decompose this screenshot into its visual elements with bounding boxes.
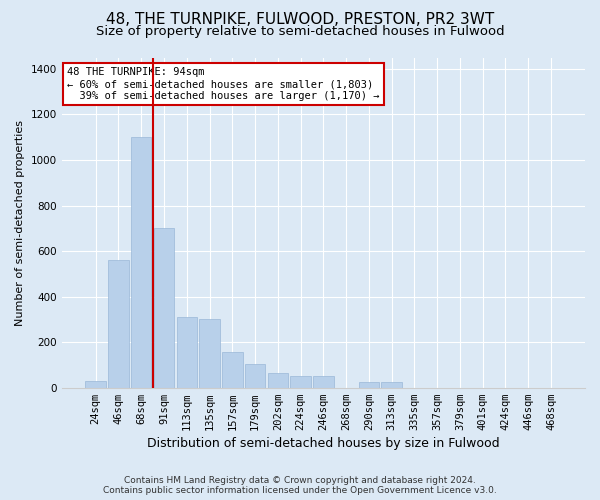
- Text: 48, THE TURNPIKE, FULWOOD, PRESTON, PR2 3WT: 48, THE TURNPIKE, FULWOOD, PRESTON, PR2 …: [106, 12, 494, 28]
- Bar: [359, 382, 379, 388]
- Bar: [290, 376, 311, 388]
- Bar: [199, 320, 220, 388]
- Bar: [268, 373, 288, 388]
- Bar: [154, 228, 174, 388]
- Bar: [176, 317, 197, 388]
- Bar: [382, 382, 402, 388]
- Bar: [85, 381, 106, 388]
- Bar: [131, 137, 151, 388]
- Bar: [222, 352, 242, 388]
- Bar: [245, 364, 265, 388]
- Text: 48 THE TURNPIKE: 94sqm
← 60% of semi-detached houses are smaller (1,803)
  39% o: 48 THE TURNPIKE: 94sqm ← 60% of semi-det…: [67, 68, 379, 100]
- Bar: [108, 260, 129, 388]
- Y-axis label: Number of semi-detached properties: Number of semi-detached properties: [15, 120, 25, 326]
- Text: Size of property relative to semi-detached houses in Fulwood: Size of property relative to semi-detach…: [95, 25, 505, 38]
- Text: Contains HM Land Registry data © Crown copyright and database right 2024.
Contai: Contains HM Land Registry data © Crown c…: [103, 476, 497, 495]
- X-axis label: Distribution of semi-detached houses by size in Fulwood: Distribution of semi-detached houses by …: [147, 437, 500, 450]
- Bar: [313, 376, 334, 388]
